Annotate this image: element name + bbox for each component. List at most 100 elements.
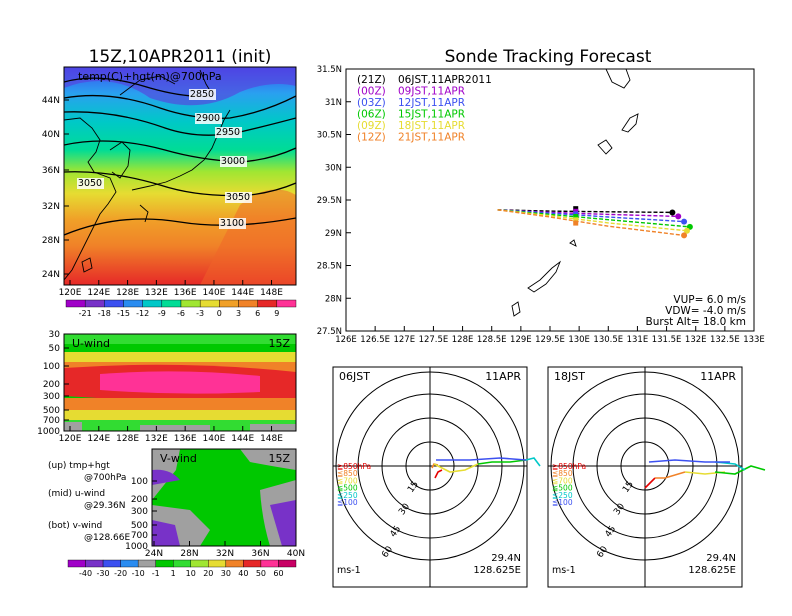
sonde-marker [573, 208, 579, 214]
u-wind-label: U-wind [72, 337, 110, 350]
map-lon-tick: 140E [203, 288, 226, 298]
wind-trace [525, 457, 541, 467]
v-wind-level-tick: 200 [131, 495, 148, 505]
temp-colorbar-label: 9 [274, 309, 279, 318]
hodo-date: 11APR [485, 370, 521, 383]
coast-manchuria [119, 75, 176, 96]
hodo-lat: 29.4N [491, 553, 521, 564]
track-lon-tick: 131E [627, 335, 649, 345]
contour-2950 [64, 111, 296, 136]
track-lon-tick: 132.5E [710, 335, 740, 345]
sonde-param: VDW= -4.0 m/s [665, 305, 746, 317]
pressure-legend-item: ≧850hPa [552, 462, 586, 471]
pressure-legend-item: ≦250 [552, 491, 573, 500]
map-lon-tick: 136E [174, 288, 197, 298]
contour-label: 3050 [226, 192, 250, 203]
legend-time: 18JST,11APR [398, 120, 465, 132]
temp-colorbar-label: -18 [98, 309, 111, 318]
u-wind-lon-tick: 140E [203, 434, 226, 444]
coast-korea [109, 141, 131, 179]
track-lon-tick: 132E [685, 335, 707, 345]
u-wind-level-tick: 50 [49, 344, 61, 354]
track-lon-tick: 127.5E [419, 335, 449, 345]
warm-pool [200, 189, 296, 285]
hodo-lat: 29.4N [706, 553, 736, 564]
sonde-param: Burst Alt= 18.0 km [646, 316, 746, 328]
legend-time: 12JST,11APR [398, 97, 465, 109]
coast-amami [527, 260, 562, 293]
legend-time: 15JST,11APR [398, 109, 465, 121]
map-title: 15Z,10APR2011 (init) [89, 47, 272, 67]
u-wind-lon-tick: 136E [174, 434, 197, 444]
map-lon-tick: 124E [87, 288, 110, 298]
map-lon-tick: 144E [231, 288, 254, 298]
legend-code: (21Z) [357, 74, 386, 86]
panel-notes: (up) tmp+hgt @700hPa (mid) u-wind @29.36N (b… [48, 461, 130, 543]
contour-label: 3050 [78, 178, 102, 189]
wind-trace [714, 465, 766, 475]
contour-2900 [64, 94, 296, 119]
temp-colorbar-label: -12 [136, 309, 149, 318]
temperature-colorbar: -21 -18 -15 -12 -9 -6 -3 0 3 6 9 [65, 299, 297, 318]
temp-colorbar-label: 6 [255, 309, 260, 318]
hodo-lon: 128.625E [688, 565, 736, 576]
u-wind-lon-tick: 124E [87, 434, 110, 444]
track-lon-tick: 131.5E [652, 335, 682, 345]
note-subline: @29.36N [84, 501, 126, 511]
sonde-endpoint [681, 232, 688, 239]
contour-label: 3100 [220, 218, 244, 229]
note-line: (bot) v-wind [48, 521, 102, 531]
v-wind-level-tick: 500 [131, 521, 148, 531]
legend-code: (00Z) [357, 86, 386, 98]
pressure-legend-item: ≦500 [337, 484, 358, 493]
pressure-legend-item: ≧850hPa [337, 462, 371, 471]
legend-code: (09Z) [357, 120, 386, 132]
legend-time: 21JST,11APR [398, 132, 465, 144]
coast-tanegashima [621, 113, 639, 133]
map-lon-tick: 128E [116, 288, 139, 298]
pressure-legend-item: ≦100 [337, 498, 358, 507]
contour-3100 [64, 217, 296, 236]
u-wind-level-tick: 30 [49, 330, 61, 340]
v-wind-lat-tick: 32N [216, 549, 234, 559]
hodo-unit: ms-1 [337, 565, 361, 576]
v-wind-level-tick: 700 [131, 531, 148, 541]
hodo-time: 18JST [554, 370, 585, 383]
hodo-time: 06JST [339, 370, 370, 383]
wind-colorbar-label: -40 [79, 569, 92, 578]
pressure-legend-item: ≦850 [337, 469, 358, 478]
contour-label: 3000 [221, 156, 245, 167]
pressure-legend-item: ≦850 [552, 469, 573, 478]
track-lon-tick: 128.5E [477, 335, 507, 345]
map-lat-tick: 36N [42, 166, 60, 176]
wind-trace [434, 469, 443, 479]
contour-label: 2850 [190, 89, 214, 100]
pressure-legend-item: ≦250 [337, 491, 358, 500]
track-lon-tick: 129E [510, 335, 532, 345]
hodo-date: 11APR [700, 370, 736, 383]
pressure-legend-item: ≦700 [337, 476, 358, 485]
contour-label: 2900 [196, 113, 220, 124]
u-wind-lon-tick: 120E [59, 434, 82, 444]
map-lat-tick: 40N [42, 130, 60, 140]
sonde-marker [573, 217, 579, 223]
u-wind-level-tick: 700 [43, 416, 60, 426]
track-lon-tick: 127E [393, 335, 415, 345]
note-subline: @128.66E [84, 533, 130, 543]
legend-code: (12Z) [357, 132, 386, 144]
wind-colorbar-label: -10 [132, 569, 145, 578]
v-wind-lat-tick: 40N [287, 549, 305, 559]
track-lon-tick: 130E [568, 335, 590, 345]
contour-3050 [64, 171, 296, 197]
u-wind-lon-tick: 128E [116, 434, 139, 444]
v-wind-lat-tick: 24N [145, 549, 163, 559]
temp-colorbar-label: -3 [196, 309, 204, 318]
temp-colorbar-label: 0 [217, 309, 222, 318]
coast-taiwan [81, 257, 93, 273]
track-lat-tick: 30.5N [317, 131, 342, 141]
wind-trace [433, 463, 479, 473]
map-field-label: temp(C)+hgt(m)@700hPa [78, 70, 222, 83]
track-lat-tick: 31.5N [317, 65, 342, 75]
coast-kyushu [605, 69, 631, 89]
